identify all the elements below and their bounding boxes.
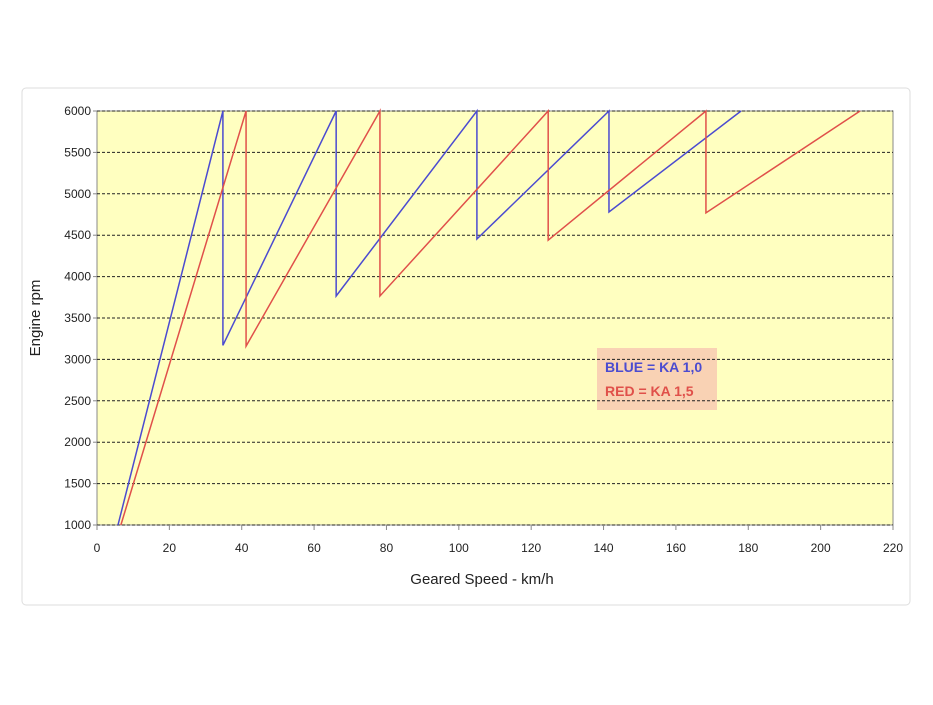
legend-label: RED = KA 1,5 xyxy=(605,383,694,399)
x-tick-label: 220 xyxy=(883,541,903,555)
x-tick-label: 60 xyxy=(307,541,321,555)
series-line xyxy=(117,108,742,526)
x-tick-label: 140 xyxy=(594,541,614,555)
y-tick-label: 4500 xyxy=(64,228,91,242)
y-tick-label: 3500 xyxy=(64,311,91,325)
x-tick-label: 120 xyxy=(521,541,541,555)
y-tick-label: 1500 xyxy=(64,477,91,491)
x-tick-label: 180 xyxy=(738,541,758,555)
x-tick-label: 20 xyxy=(163,541,177,555)
x-tick-label: 160 xyxy=(666,541,686,555)
x-tick-label: 0 xyxy=(94,541,101,555)
y-tick-label: 5000 xyxy=(64,187,91,201)
y-tick-label: 5500 xyxy=(64,145,91,159)
y-tick-label: 2000 xyxy=(64,435,91,449)
x-tick-label: 80 xyxy=(380,541,394,555)
x-tick-label: 100 xyxy=(449,541,469,555)
x-axis-label: Geared Speed - km/h xyxy=(410,571,553,588)
y-tick-label: 6000 xyxy=(64,104,91,118)
y-tick-label: 4000 xyxy=(64,270,91,284)
y-axis-label: Engine rpm xyxy=(27,280,44,357)
x-tick-label: 40 xyxy=(235,541,249,555)
y-tick-label: 1000 xyxy=(64,518,91,532)
x-tick-label: 200 xyxy=(811,541,831,555)
series-line xyxy=(120,108,861,526)
legend-box xyxy=(597,348,717,410)
y-tick-label: 2500 xyxy=(64,394,91,408)
legend-label: BLUE = KA 1,0 xyxy=(605,359,702,375)
y-tick-label: 3000 xyxy=(64,352,91,366)
